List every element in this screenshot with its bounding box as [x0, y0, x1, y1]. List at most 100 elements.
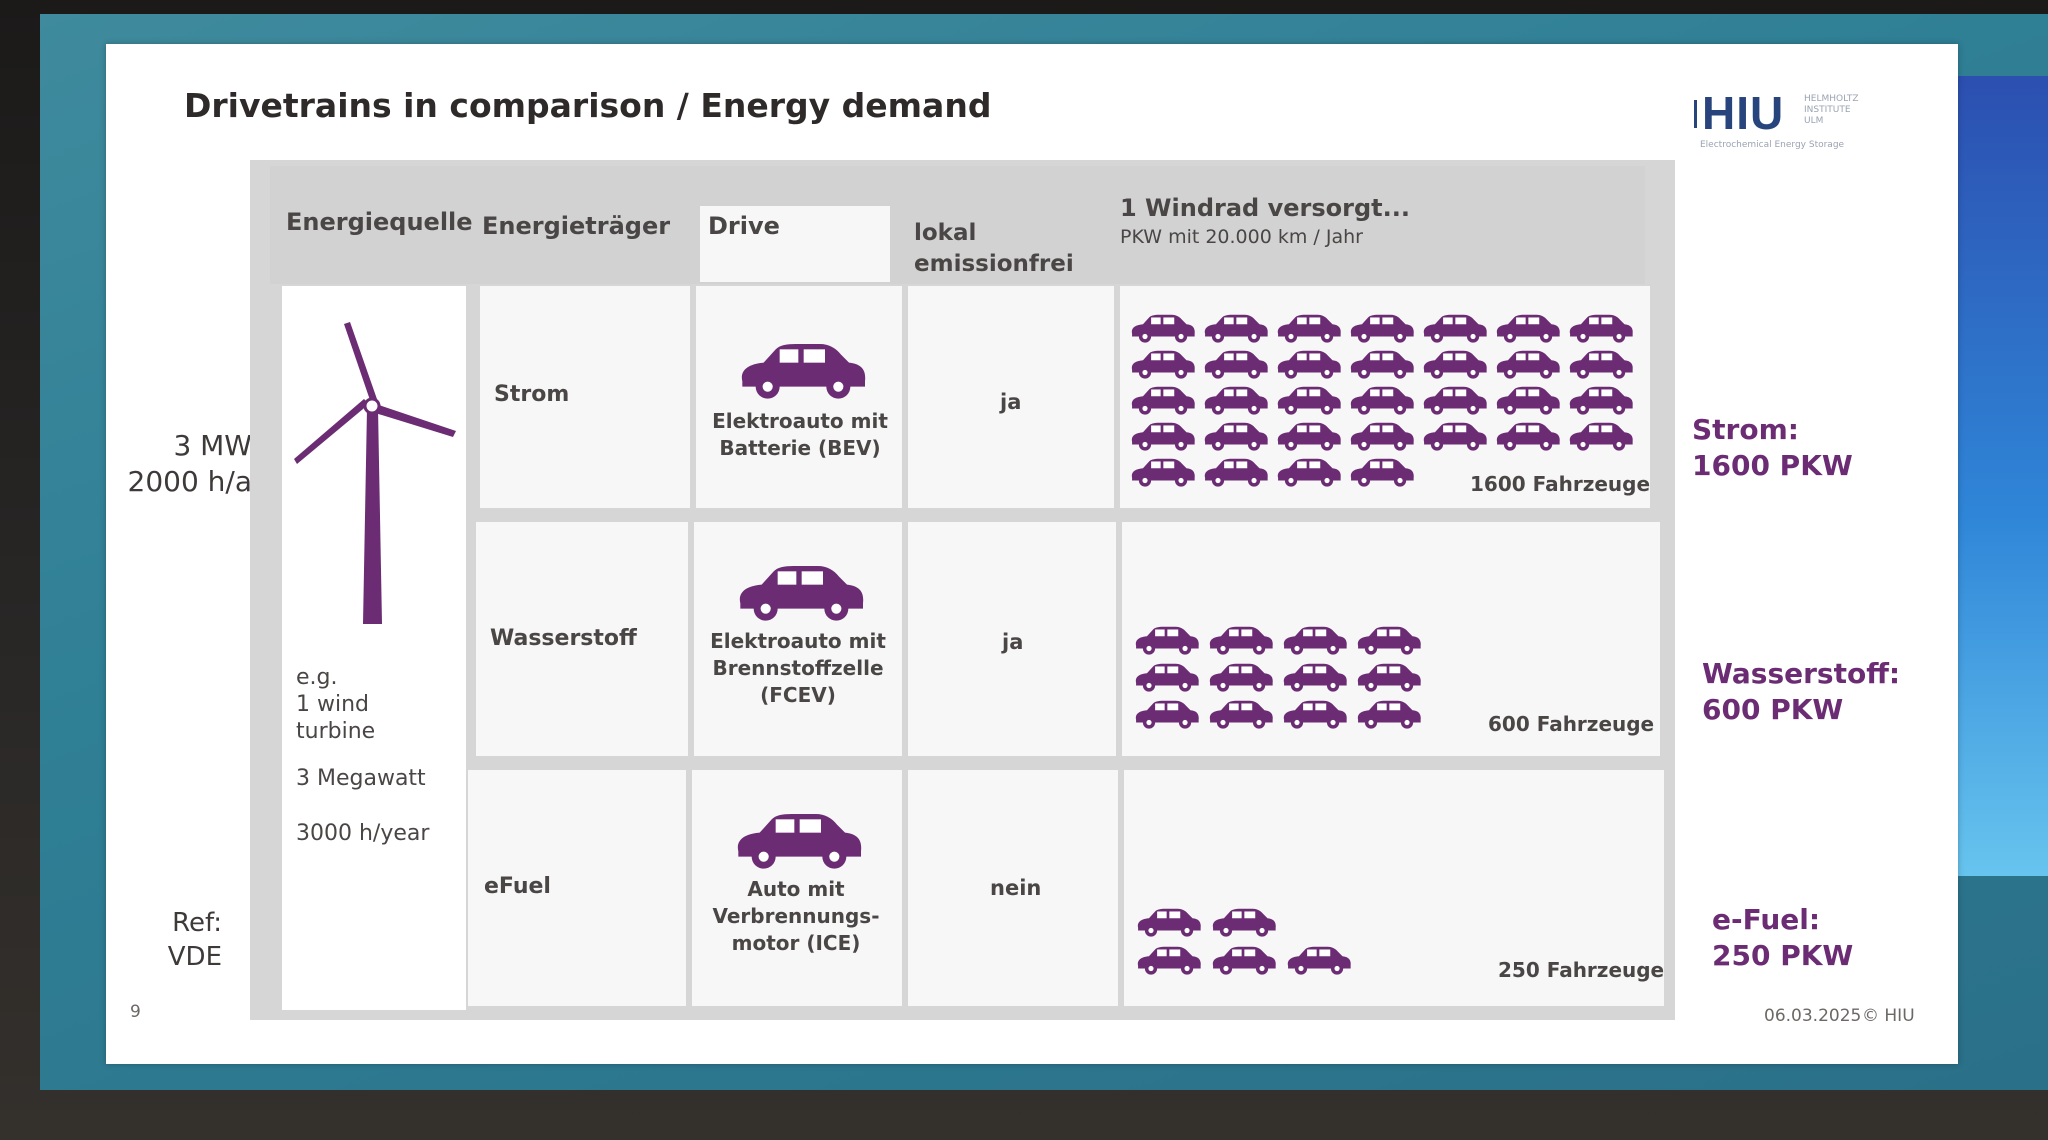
car-icon: [1201, 348, 1269, 380]
turbine-note-line: turbine: [296, 719, 376, 744]
car-icon: [1201, 384, 1269, 416]
header-windrad: 1 Windrad versorgt...: [1120, 194, 1410, 222]
logo-bar: [1694, 100, 1697, 128]
row-wasserstoff-emission-free: ja: [1002, 630, 1024, 654]
car-icon: [1206, 624, 1274, 656]
row-strom-carrier-cell: [480, 286, 690, 508]
summary-value: 250 PKW: [1712, 939, 1854, 972]
car-icon: [1274, 456, 1342, 488]
car-icon: [1493, 384, 1561, 416]
car-icon: [1493, 420, 1561, 452]
slide-copyright: © HIU: [1862, 1006, 1915, 1026]
drive-label-line: motor (ICE): [731, 931, 861, 955]
turbine-megawatt: 3 Megawatt: [296, 766, 426, 791]
turbine-note-line: e.g.: [296, 665, 338, 690]
row-strom-emission-free: ja: [1000, 390, 1022, 414]
car-icon: [1132, 661, 1200, 693]
car-icon: [1209, 906, 1277, 938]
drive-label-line: Brennstoffzelle: [712, 656, 884, 680]
car-icon: [1128, 384, 1196, 416]
drive-label-line: Elektroauto mit: [712, 409, 888, 433]
car-icon: [1201, 420, 1269, 452]
row-efuel-vehicle-count: 250 Fahrzeuge: [1498, 958, 1665, 982]
summary-label: Strom:: [1692, 413, 1799, 446]
car-icon: [1354, 661, 1422, 693]
car-icon: [730, 810, 864, 870]
header-energietraeger: Energieträger: [482, 212, 671, 240]
car-icon: [1134, 944, 1202, 976]
row-strom-emission-cell: [908, 286, 1114, 508]
row-efuel-emission-free: nein: [990, 876, 1042, 900]
drive-label-line: Batterie (BEV): [719, 436, 881, 460]
drive-header-cell: [700, 206, 890, 282]
car-icon: [1280, 698, 1348, 730]
row-wasserstoff-emission-cell: [908, 522, 1116, 756]
car-icon: [1566, 420, 1634, 452]
car-icon: [1347, 348, 1415, 380]
turbine-hours: 3000 h/year: [296, 821, 430, 846]
header-lokal-emissionfrei: lokal emissionfrei: [914, 218, 1074, 280]
row-strom-carrier: Strom: [494, 382, 570, 407]
car-icon: [1566, 348, 1634, 380]
summary-value: 600 PKW: [1702, 693, 1844, 726]
header-lokal-line: lokal: [914, 220, 977, 246]
summary-label: Wasserstoff:: [1702, 657, 1901, 690]
row-strom-drive-cell: [696, 286, 902, 508]
car-icon: [1274, 348, 1342, 380]
car-icon: [1354, 624, 1422, 656]
logo-side-line: INSTITUTE: [1804, 105, 1851, 115]
header-drive: Drive: [708, 212, 780, 240]
car-icon: [734, 340, 868, 400]
drive-label-line: Elektroauto mit: [710, 629, 886, 653]
logo-side-text: HELMHOLTZ INSTITUTE ULM: [1804, 94, 1864, 127]
car-icon: [1493, 348, 1561, 380]
car-icon: [1420, 348, 1488, 380]
power-value: 3 MW: [173, 429, 252, 462]
row-efuel-carrier-cell: [468, 770, 686, 1006]
logo-subtitle: Electrochemical Energy Storage: [1700, 140, 1845, 150]
ref-label: Ref:: [172, 908, 222, 938]
drive-label-line: (FCEV): [760, 683, 836, 707]
wind-turbine-icon: [294, 322, 456, 624]
car-icon: [1206, 661, 1274, 693]
car-icon: [1420, 420, 1488, 452]
car-icon: [1209, 944, 1277, 976]
car-icon: [1347, 456, 1415, 488]
car-icon: [1128, 420, 1196, 452]
car-icon: [1201, 312, 1269, 344]
row-strom-drive: Elektroauto mit Batterie (BEV): [700, 408, 900, 462]
row-wasserstoff-carrier-cell: [476, 522, 688, 756]
car-icon: [1284, 944, 1352, 976]
car-icon: [1201, 456, 1269, 488]
row-wasserstoff-vehicle-count: 600 Fahrzeuge: [1488, 712, 1655, 736]
car-icon: [1274, 420, 1342, 452]
power-rating: 3 MW 2000 h/a: [112, 428, 253, 500]
row-efuel-emission-cell: [908, 770, 1118, 1006]
header-lokal-line: emissionfrei: [914, 251, 1074, 277]
car-icon: [1566, 312, 1634, 344]
row-strom-vehicle-count: 1600 Fahrzeuge: [1470, 472, 1651, 496]
row-strom-car-grid: [1128, 312, 1648, 492]
header-energiequelle: Energiequelle: [286, 208, 473, 236]
row-wasserstoff-carrier: Wasserstoff: [490, 626, 637, 651]
adjacent-screen-glow: [1948, 76, 2048, 876]
summary-strom: Strom: 1600 PKW: [1692, 412, 1853, 484]
car-icon: [1347, 312, 1415, 344]
turbine-notes: e.g. 1 wind turbine 3 Megawatt 3000 h/ye…: [296, 664, 429, 847]
car-icon: [1128, 456, 1196, 488]
car-icon: [1134, 906, 1202, 938]
summary-label: e-Fuel:: [1712, 903, 1821, 936]
car-icon: [1420, 312, 1488, 344]
logo-side-line: ULM: [1804, 116, 1824, 126]
summary-efuel: e-Fuel: 250 PKW: [1712, 902, 1853, 974]
turbine-note-line: 1 wind: [296, 692, 370, 717]
drive-label-line: Auto mit: [747, 877, 845, 901]
car-icon: [1347, 384, 1415, 416]
table-header-band: [270, 166, 1645, 284]
car-icon: [1274, 384, 1342, 416]
slide-title: Drivetrains in comparison / Energy deman…: [184, 86, 992, 125]
car-icon: [1280, 661, 1348, 693]
car-icon: [1132, 624, 1200, 656]
car-icon: [1347, 420, 1415, 452]
car-icon: [1493, 312, 1561, 344]
